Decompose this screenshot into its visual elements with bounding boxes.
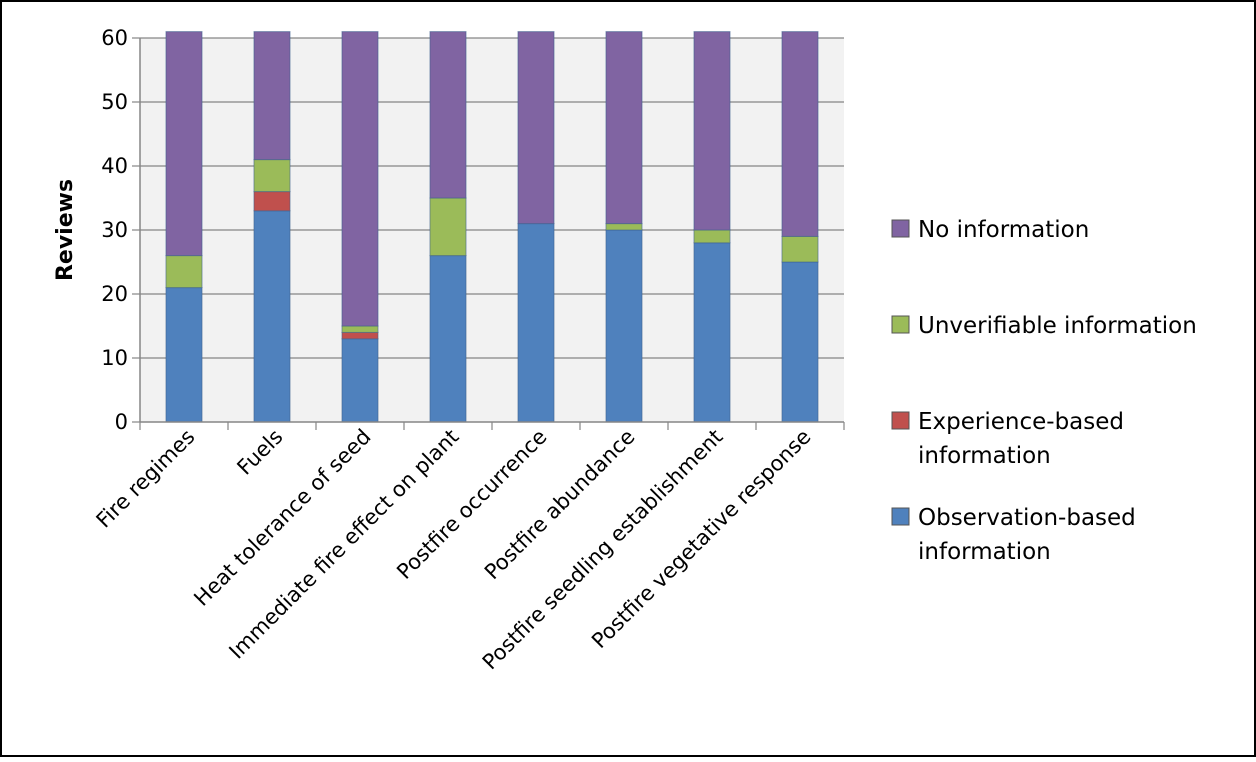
bar-segment (605, 229, 643, 423)
y-tick-label: 0 (115, 410, 128, 434)
bar-segment (341, 31, 379, 327)
legend-swatch (891, 411, 910, 430)
bar-segment (341, 325, 379, 333)
bar-segment (693, 242, 731, 423)
bar-segment (781, 235, 819, 263)
bar-segment (781, 261, 819, 423)
bar-segment (253, 31, 291, 161)
legend-swatch (891, 315, 910, 334)
bar-segment (429, 197, 467, 257)
legend-label: No information (918, 217, 1089, 243)
y-tick-label: 60 (101, 26, 128, 50)
bar-segment (781, 31, 819, 237)
bar-segment (517, 31, 555, 225)
y-axis-title: Reviews (53, 179, 78, 281)
legend: No information Unverifiable information Ex… (891, 217, 1197, 565)
bar-segment (429, 31, 467, 199)
y-tick-label: 20 (101, 282, 128, 306)
y-tick-label: 30 (101, 218, 128, 242)
bar-segment (253, 159, 291, 193)
bar-segment (341, 338, 379, 423)
bar-segment (693, 31, 731, 231)
legend-label: Observation-based (918, 505, 1136, 531)
bar-segment (165, 31, 203, 257)
y-tick-label: 50 (101, 90, 128, 114)
legend-label: information (918, 443, 1051, 469)
legend-label: information (918, 539, 1051, 565)
bar-segment (429, 255, 467, 423)
bar-segment (165, 255, 203, 289)
legend-swatch (891, 219, 910, 238)
bar-segment (605, 31, 643, 225)
bar-segment (165, 287, 203, 423)
legend-label: Unverifiable information (918, 313, 1197, 339)
bar-segment (341, 331, 379, 340)
y-tick-label: 10 (101, 346, 128, 370)
bar-segment (517, 223, 555, 423)
legend-swatch (891, 507, 910, 526)
legend-label: Experience-based (918, 409, 1124, 435)
bar-segment (253, 191, 291, 212)
bar-segment (605, 223, 643, 231)
y-tick-label: 40 (101, 154, 128, 178)
bars (165, 31, 819, 423)
bar-segment (253, 210, 291, 423)
bar-segment (693, 229, 731, 244)
